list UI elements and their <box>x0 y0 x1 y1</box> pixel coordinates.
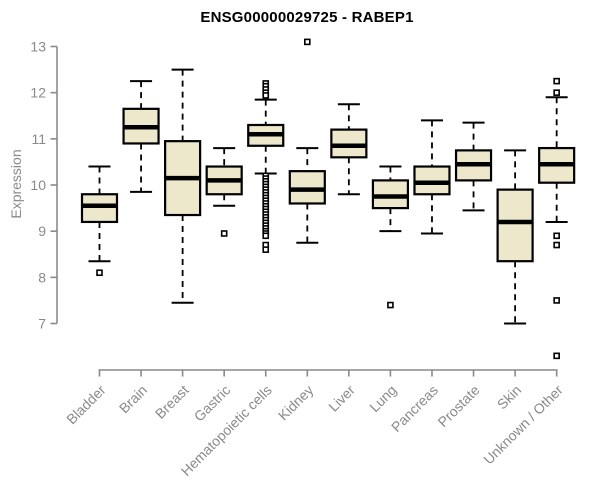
outlier-point <box>553 89 560 96</box>
outlier-point <box>96 269 103 277</box>
boxplot-liver <box>330 103 368 196</box>
boxplot-kidney <box>288 38 326 244</box>
x-tick-label-bladder: Bladder <box>63 382 109 428</box>
y-tick-label: 13 <box>30 39 46 55</box>
outlier-point <box>262 232 270 240</box>
outlier-point <box>262 246 270 253</box>
boxplot-lung <box>371 165 410 309</box>
outlier-point <box>220 230 228 237</box>
iqr-box <box>330 128 368 159</box>
outlier-point <box>553 77 560 85</box>
iqr-box <box>288 170 326 205</box>
x-tick-label-lung: Lung <box>366 382 399 415</box>
boxplot-gastric <box>205 147 243 237</box>
outlier-point <box>387 301 394 309</box>
boxplot-brain <box>122 80 160 193</box>
boxplot-prostate <box>454 121 493 212</box>
x-tick-label-unknown-other: Unknown / Other <box>480 382 566 468</box>
x-tick-label-liver: Liver <box>325 382 358 415</box>
iqr-box <box>413 165 451 196</box>
iqr-box <box>80 193 119 224</box>
x-tick-label-skin: Skin <box>494 382 525 413</box>
boxplot-bladder <box>80 165 119 277</box>
outlier-point <box>553 241 560 249</box>
boxplot-pancreas <box>413 119 451 235</box>
y-tick-label: 9 <box>38 223 46 239</box>
iqr-box <box>371 179 410 210</box>
y-tick-label: 10 <box>30 177 46 193</box>
y-tick-label: 12 <box>30 85 46 101</box>
boxplot-unknown-other <box>538 77 576 360</box>
y-tick-label: 7 <box>38 316 46 332</box>
y-tick-label: 11 <box>31 131 46 147</box>
boxplot-hematopoietic-cells <box>247 80 285 253</box>
y-tick-label: 8 <box>38 269 46 285</box>
outlier-point <box>553 297 560 304</box>
chart-title: ENSG00000029725 - RABEP1 <box>200 9 414 26</box>
iqr-box <box>496 188 534 263</box>
x-tick-label-brain: Brain <box>116 382 150 416</box>
boxplot-breast <box>164 68 202 304</box>
outlier-point <box>553 352 560 360</box>
outlier-point <box>303 38 311 46</box>
x-tick-label-prostate: Prostate <box>434 382 482 430</box>
outlier-point <box>553 232 560 240</box>
boxplot-skin <box>496 149 534 325</box>
x-tick-label-kidney: Kidney <box>275 382 317 424</box>
outlier-point <box>262 92 270 99</box>
x-tick-label-breast: Breast <box>152 382 192 422</box>
